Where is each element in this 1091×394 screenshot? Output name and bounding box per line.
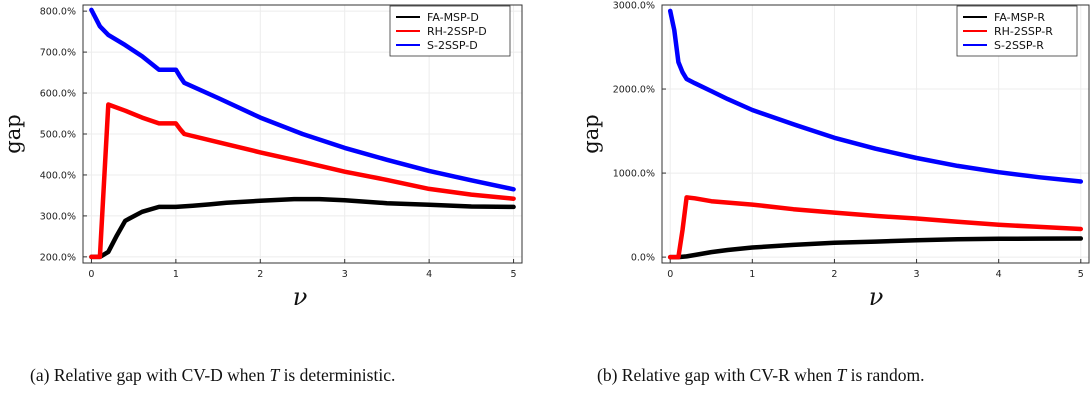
y-tick-label: 700.0%: [40, 48, 76, 59]
series-line-rh-2ssp-r: [667, 195, 1084, 260]
legend-label: S-2SSP-D: [427, 39, 478, 52]
legend-label: RH-2SSP-R: [994, 25, 1053, 38]
x-axis-label: ν: [869, 283, 884, 311]
series-group: [89, 7, 516, 260]
caption-italic: T: [269, 365, 280, 385]
x-tick-label: 1: [749, 269, 755, 280]
y-tick-label: 1000.0%: [613, 169, 655, 180]
legend-label: RH-2SSP-D: [427, 25, 487, 38]
x-tick-label: 3: [342, 269, 348, 280]
y-axis-label: gap: [1, 114, 25, 153]
series-line-rh-2ssp-d: [89, 102, 516, 260]
x-tick-label: 5: [1078, 269, 1084, 280]
y-tick-label: 500.0%: [40, 130, 76, 141]
y-tick-label: 0.0%: [631, 253, 655, 264]
x-tick-label: 0: [88, 269, 94, 280]
series-line-fa-msp-d: [89, 196, 516, 260]
y-tick-label: 3000.0%: [613, 1, 655, 12]
caption-text-after: is random.: [846, 365, 924, 385]
y-axis-label: gap: [579, 114, 603, 153]
caption-text-before: Relative gap with CV-R when: [617, 365, 836, 385]
y-tick-label: 800.0%: [40, 7, 76, 18]
chart-panel-b: 0 1 2 3 4 50.0%1000.0%2000.0%3000.0%FA-MSP-RR…: [579, 1, 1090, 385]
y-tick-label: 600.0%: [40, 89, 76, 100]
x-tick-label: 4: [426, 269, 432, 280]
x-axis-label: ν: [293, 283, 308, 311]
caption-text-before: Relative gap with CV-D when: [49, 365, 269, 385]
x-tick-label: 5: [511, 269, 517, 280]
legend-label: S-2SSP-R: [994, 39, 1044, 52]
series-line-fa-msp-r: [667, 236, 1084, 260]
caption-text-after: is deterministic.: [279, 365, 395, 385]
legend: FA-MSP-RRH-2SSP-RS-2SSP-R: [956, 5, 1078, 57]
legend-label: FA-MSP-R: [994, 11, 1045, 24]
y-tick-label: 400.0%: [40, 170, 76, 181]
caption-label: (a): [30, 365, 50, 385]
x-tick-label: 2: [831, 269, 837, 280]
x-tick-label: 4: [996, 269, 1002, 280]
caption-label: (b): [597, 365, 618, 385]
x-tick-label: 1: [173, 269, 179, 280]
legend: FA-MSP-DRH-2SSP-DS-2SSP-D: [389, 5, 511, 57]
x-tick-label: 0: [667, 269, 673, 280]
caption-italic: T: [836, 365, 847, 385]
x-tick-label: 3: [914, 269, 920, 280]
y-tick-label: 2000.0%: [613, 85, 655, 96]
series-group: [667, 8, 1084, 260]
y-tick-label: 300.0%: [40, 211, 76, 222]
caption: (b) Relative gap with CV-R when T is ran…: [597, 365, 924, 385]
y-tick-label: 200.0%: [40, 252, 76, 263]
x-tick-label: 2: [257, 269, 263, 280]
caption: (a) Relative gap with CV-D when T is det…: [30, 365, 395, 385]
series-line-s-2ssp-d: [89, 7, 516, 192]
chart-panel-a: 0 1 2 3 4 5 200.0% 300.0% 400.0% 500.0% 600.0% 700.…: [1, 4, 523, 385]
legend-label: FA-MSP-D: [427, 11, 479, 24]
plot-frame: [661, 4, 1090, 264]
series-line-s-2ssp-r: [667, 8, 1084, 184]
